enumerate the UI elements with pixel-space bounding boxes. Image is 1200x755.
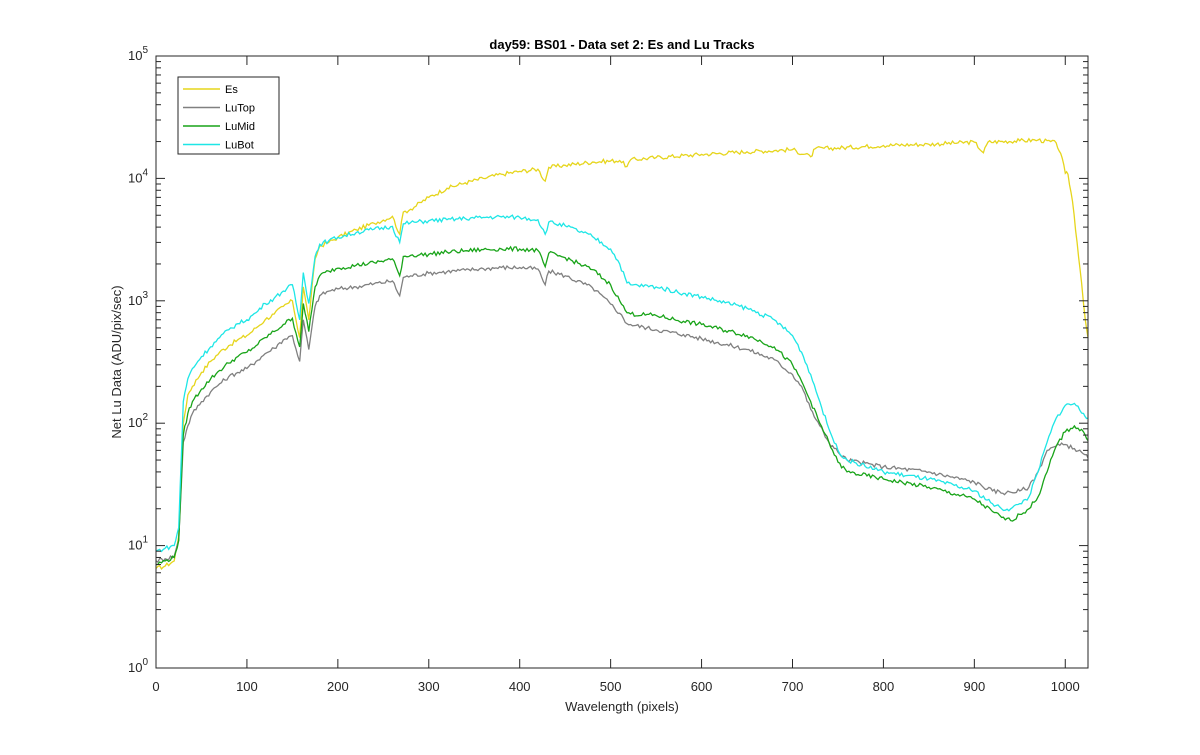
y-tick-label: 102 <box>128 412 148 430</box>
series-layer <box>155 137 1089 570</box>
x-tick-label: 1000 <box>1051 679 1080 694</box>
y-tick-label: 105 <box>128 45 148 63</box>
x-tick-label: 300 <box>418 679 440 694</box>
series-line-lumid <box>155 245 1089 566</box>
legend-box <box>177 76 280 155</box>
ticks: 0 100 200 300 400 500 600 700 800 900 1000 100 101 10… <box>128 45 1088 694</box>
chart-title: day59: BS01 - Data set 2: Es and Lu Trac… <box>489 37 754 52</box>
legend-label-lutop: LuTop <box>225 103 255 115</box>
legend-label-lubot: LuBot <box>225 140 254 152</box>
y-axis-label: Net Lu Data (ADU/pix/sec) <box>109 285 124 438</box>
x-axis-label: Wavelength (pixels) <box>565 699 679 714</box>
legend-label-lumid: LuMid <box>225 121 255 133</box>
x-tick-label: 900 <box>963 679 985 694</box>
x-tick-label: 800 <box>873 679 895 694</box>
x-tick-label: 0 <box>152 679 159 694</box>
axes <box>155 55 1089 669</box>
x-tick-label: 500 <box>600 679 622 694</box>
y-tick-label: 103 <box>128 290 148 308</box>
x-tick-label: 200 <box>327 679 349 694</box>
x-tick-label: 100 <box>236 679 258 694</box>
y-tick-label: 101 <box>128 535 148 553</box>
legend: Es LuTop LuMid LuBot <box>177 76 280 155</box>
series-line-es <box>155 137 1089 570</box>
series-line-lubot <box>155 214 1089 553</box>
legend-label-es: Es <box>225 84 238 96</box>
y-tick-label: 100 <box>128 657 148 675</box>
series-line-lutop <box>155 264 1089 564</box>
x-tick-label: 700 <box>782 679 804 694</box>
plot-area <box>156 56 1088 668</box>
x-tick-label: 400 <box>509 679 531 694</box>
y-tick-label: 104 <box>128 167 148 185</box>
x-tick-label: 600 <box>691 679 713 694</box>
